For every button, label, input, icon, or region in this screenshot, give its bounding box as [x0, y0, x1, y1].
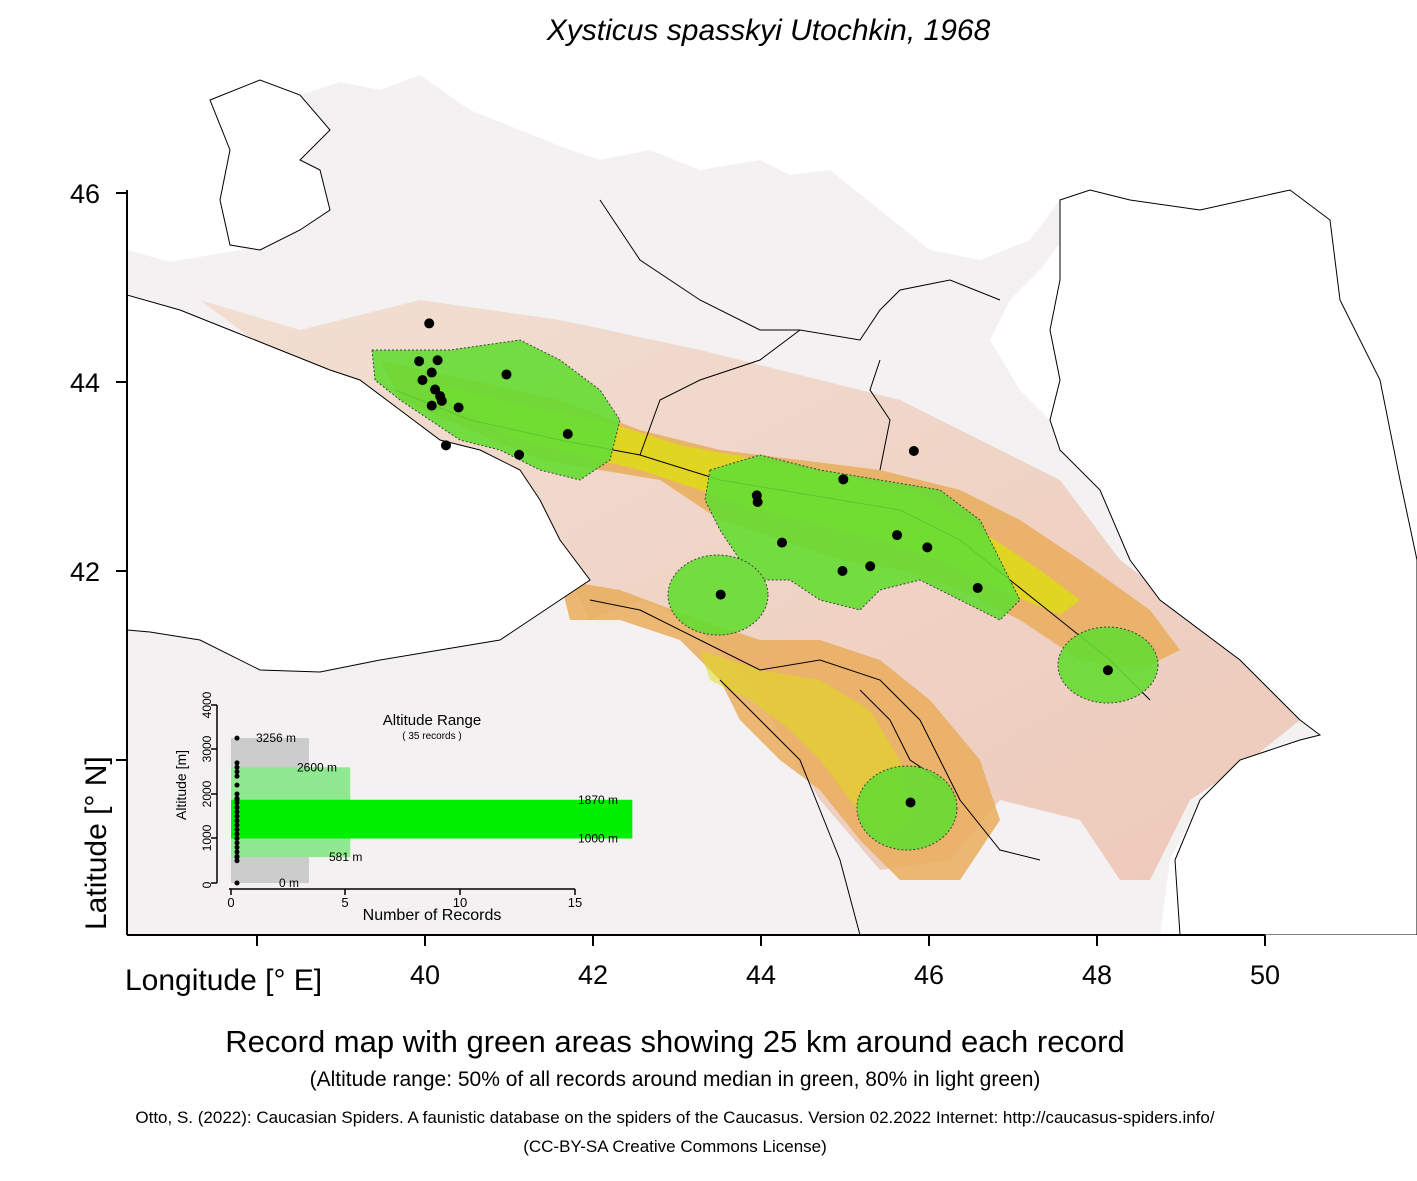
y-tick-label: 46 — [70, 179, 100, 209]
record-point — [972, 583, 983, 594]
record-point — [922, 542, 933, 553]
record-point — [432, 355, 443, 366]
altitude-max-label: 3256 m — [256, 731, 296, 745]
y-tick-label: 44 — [70, 368, 100, 398]
inset-x-tick: 5 — [341, 895, 348, 910]
inset-subtitle: ( 35 records ) — [402, 731, 461, 742]
altitude-record-point — [234, 822, 240, 828]
altitude-80-high-label: 2600 m — [297, 760, 337, 774]
altitude-record-point — [234, 809, 240, 815]
record-point — [837, 566, 848, 576]
record-point — [777, 537, 787, 548]
x-tick-label: 40 — [410, 960, 440, 990]
black-sea — [127, 294, 591, 673]
record-point — [501, 369, 512, 380]
record-point — [453, 402, 464, 413]
caption-sub: (Altitude range: 50% of all records arou… — [309, 1068, 1041, 1091]
x-tick-label: 42 — [578, 960, 608, 990]
altitude-record-point — [234, 773, 240, 779]
x-tick-label: 50 — [1250, 960, 1280, 990]
altitude-record-point — [234, 836, 240, 841]
altitude-50-high-label: 1870 m — [578, 793, 618, 807]
altitude-inset: 0 1000 2000 3000 4000 0 5 10 15 Number o… — [173, 691, 633, 924]
record-point — [436, 395, 447, 406]
altitude-record-point — [234, 800, 240, 806]
record-point — [1102, 665, 1113, 676]
record-point — [514, 449, 525, 460]
record-point — [838, 474, 849, 485]
inset-y-tick: 1000 — [200, 824, 214, 851]
altitude-record-point — [234, 880, 240, 886]
license-text: (CC-BY-SA Creative Commons License) — [523, 1137, 827, 1156]
record-point — [426, 367, 437, 378]
altitude-record-point — [234, 858, 240, 864]
record-point — [908, 445, 919, 456]
record-point — [892, 530, 903, 541]
inset-y-label: Altitude [m] — [173, 750, 189, 820]
altitude-min-label: 0 m — [279, 876, 299, 890]
altitude-record-point — [234, 818, 240, 824]
lesser-caucasus-highland — [700, 650, 910, 840]
inset-y-tick: 0 — [200, 881, 214, 888]
altitude-record-point — [234, 782, 240, 788]
altitude-record-point — [234, 840, 240, 846]
altitude-record-point — [234, 804, 240, 810]
inset-title: Altitude Range — [383, 712, 481, 729]
record-point — [414, 356, 425, 367]
record-point — [715, 589, 726, 600]
caspian-sea — [1049, 189, 1417, 935]
record-point — [752, 497, 763, 508]
altitude-record-point — [234, 827, 240, 833]
record-point — [424, 318, 435, 329]
altitude-record-point — [234, 791, 240, 797]
altitude-record-point — [234, 813, 240, 819]
inset-x-label: Number of Records — [363, 907, 502, 924]
x-axis-label: Longitude [° E] — [125, 964, 322, 997]
altitude-record-point — [234, 854, 240, 860]
y-axis-label: Latitude [° N] — [80, 756, 113, 930]
altitude-record-point — [234, 844, 240, 850]
inset-y-tick: 3000 — [200, 735, 214, 762]
x-tick-label: 48 — [1082, 960, 1112, 990]
altitude-record-point — [234, 831, 240, 837]
x-tick-label: 44 — [746, 960, 776, 990]
record-points — [414, 318, 1113, 808]
x-tick-label: 46 — [914, 960, 944, 990]
altitude-80-low-label: 581 m — [329, 850, 362, 864]
citation-text: Otto, S. (2022): Caucasian Spiders. A fa… — [135, 1108, 1215, 1127]
record-point — [562, 428, 573, 439]
altitude-record-point — [234, 735, 240, 741]
altitude-record-point — [234, 764, 240, 770]
record-point — [905, 797, 916, 808]
record-point — [426, 400, 437, 411]
inset-x-tick: 10 — [453, 895, 467, 910]
altitude-50-low-label: 1000 m — [578, 832, 618, 846]
record-point — [865, 561, 876, 572]
y-tick-label: 42 — [70, 557, 100, 587]
inset-y-tick: 2000 — [200, 780, 214, 807]
record-point — [417, 375, 428, 386]
caption-main: Record map with green areas showing 25 k… — [225, 1024, 1125, 1059]
inset-x-tick: 15 — [568, 895, 582, 910]
sea-of-azov — [209, 79, 331, 251]
map-axes — [116, 190, 1266, 946]
inset-y-tick: 4000 — [200, 691, 214, 718]
inset-x-tick: 0 — [227, 895, 234, 910]
record-point — [441, 440, 451, 451]
altitude-record-points — [234, 735, 240, 886]
altitude-record-point — [234, 760, 240, 766]
map-title: Xysticus spasskyi Utochkin, 1968 — [546, 14, 991, 47]
altitude-range-50 — [231, 799, 633, 839]
altitude-record-point — [234, 769, 240, 775]
altitude-record-point — [234, 849, 240, 855]
